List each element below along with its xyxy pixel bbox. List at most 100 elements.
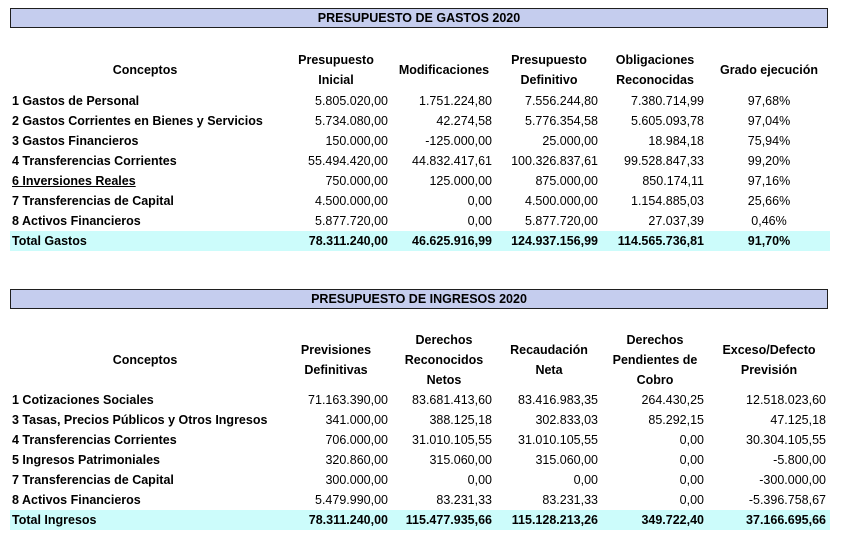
cell-exceso: 30.304.105,55 [746, 433, 826, 447]
row-concepto: 3 Tasas, Precios Públicos y Otros Ingres… [12, 413, 268, 427]
cell-inicial: 750.000,00 [325, 174, 388, 188]
row-concepto: 4 Transferencias Corrientes [12, 154, 177, 168]
cell-obligaciones: 1.154.885,03 [631, 194, 704, 208]
cell-recaudacion: 31.010.105,55 [518, 433, 598, 447]
header-exceso: Exceso/Defecto Previsión [722, 343, 816, 377]
cell-obligaciones: 27.037,39 [648, 214, 704, 228]
header-conceptos: Conceptos [112, 353, 178, 367]
row-concepto: 1 Cotizaciones Sociales [12, 393, 154, 407]
cell-definitivo: 5.877.720,00 [525, 214, 598, 228]
total-recaudacion: 115.128.213,26 [496, 510, 602, 530]
cell-modif: 125.000,00 [429, 174, 492, 188]
header-obligaciones: Obligaciones Reconocidas [615, 52, 695, 87]
header-recaudacion: Recaudación Neta [510, 343, 588, 377]
cell-exceso: -5.800,00 [773, 453, 826, 467]
cell-inicial: 5.877.720,00 [315, 214, 388, 228]
cell-pendientes: 0,00 [679, 473, 704, 487]
cell-recaudacion: 83.416.983,35 [518, 393, 598, 407]
table-row: 8 Activos Financieros 5.479.990,00 83.23… [10, 490, 830, 510]
row-concepto: 7 Transferencias de Capital [12, 473, 174, 487]
total-concepto: Total Gastos [10, 231, 280, 251]
header-previsiones: Previsiones Definitivas [300, 343, 372, 377]
cell-obligaciones: 7.380.714,99 [631, 94, 704, 108]
cell-pendientes: 85.292,15 [648, 413, 704, 427]
cell-previsiones: 300.000,00 [325, 473, 388, 487]
gastos-table: Conceptos Presupuesto Inicial Modificacio… [10, 48, 830, 251]
cell-recaudacion: 315.060,00 [535, 453, 598, 467]
cell-previsiones: 706.000,00 [325, 433, 388, 447]
cell-derechos: 31.010.105,55 [412, 433, 492, 447]
table-row: 4 Transferencias Corrientes 706.000,00 3… [10, 430, 830, 450]
cell-modif: 0,00 [467, 214, 492, 228]
gastos-title: PRESUPUESTO DE GASTOS 2020 [10, 8, 828, 28]
total-pendientes: 349.722,40 [602, 510, 708, 530]
cell-exceso: -5.396.758,67 [748, 493, 826, 507]
total-exceso: 37.166.695,66 [708, 510, 830, 530]
cell-definitivo: 7.556.244,80 [525, 94, 598, 108]
table-row: 8 Activos Financieros 5.877.720,00 0,00 … [10, 211, 830, 231]
row-concepto-link[interactable]: 6 Inversiones Reales [12, 174, 136, 188]
row-concepto: 7 Transferencias de Capital [12, 194, 174, 208]
total-inicial: 78.311.240,00 [280, 231, 392, 251]
cell-previsiones: 320.860,00 [325, 453, 388, 467]
cell-recaudacion: 0,00 [573, 473, 598, 487]
cell-derechos: 315.060,00 [429, 453, 492, 467]
row-concepto: 1 Gastos de Personal [12, 94, 140, 108]
cell-definitivo: 5.776.354,58 [525, 114, 598, 128]
cell-inicial: 150.000,00 [325, 134, 388, 148]
header-grado: Grado ejecución [720, 62, 818, 77]
cell-pendientes: 0,00 [679, 453, 704, 467]
cell-pendientes: 264.430,25 [641, 393, 704, 407]
cell-pendientes: 0,00 [679, 493, 704, 507]
total-obligaciones: 114.565.736,81 [602, 231, 708, 251]
header-presupuesto-inicial: Presupuesto Inicial [298, 52, 374, 87]
ingresos-table: Conceptos Previsiones Definitivas Derecho… [10, 330, 830, 530]
table-row: 2 Gastos Corrientes en Bienes y Servicio… [10, 111, 830, 131]
cell-inicial: 5.805.020,00 [315, 94, 388, 108]
cell-obligaciones: 5.605.093,78 [631, 114, 704, 128]
table-row: 7 Transferencias de Capital 300.000,00 0… [10, 470, 830, 490]
cell-inicial: 55.494.420,00 [308, 154, 388, 168]
header-pendientes: Derechos Pendientes de Cobro [612, 333, 698, 387]
cell-exceso: 12.518.023,60 [746, 393, 826, 407]
row-concepto: 8 Activos Financieros [12, 214, 141, 228]
cell-previsiones: 71.163.390,00 [308, 393, 388, 407]
cell-derechos: 388.125,18 [429, 413, 492, 427]
cell-modif: 0,00 [467, 194, 492, 208]
header-derechos: Derechos Reconocidos Netos [404, 333, 484, 387]
cell-grado: 97,68% [747, 94, 791, 108]
cell-inicial: 5.734.080,00 [315, 114, 388, 128]
cell-definitivo: 100.326.837,61 [511, 154, 598, 168]
table-row: 3 Tasas, Precios Públicos y Otros Ingres… [10, 410, 830, 430]
cell-definitivo: 25.000,00 [542, 134, 598, 148]
header-conceptos: Conceptos [112, 62, 178, 77]
table-row: 5 Ingresos Patrimoniales 320.860,00 315.… [10, 450, 830, 470]
cell-modif: 1.751.224,80 [419, 94, 492, 108]
cell-grado: 75,94% [747, 134, 791, 148]
table-row: 4 Transferencias Corrientes 55.494.420,0… [10, 151, 830, 171]
cell-grado: 25,66% [747, 194, 791, 208]
cell-recaudacion: 83.231,33 [542, 493, 598, 507]
cell-pendientes: 0,00 [679, 433, 704, 447]
header-modificaciones: Modificaciones [398, 62, 490, 77]
row-concepto: 2 Gastos Corrientes en Bienes y Servicio… [12, 114, 263, 128]
row-concepto: 4 Transferencias Corrientes [12, 433, 177, 447]
cell-derechos: 0,00 [467, 473, 492, 487]
cell-obligaciones: 99.528.847,33 [624, 154, 704, 168]
total-definitivo: 124.937.156,99 [496, 231, 602, 251]
cell-grado: 97,16% [747, 174, 791, 188]
cell-derechos: 83.231,33 [436, 493, 492, 507]
table-row: 1 Gastos de Personal 5.805.020,00 1.751.… [10, 91, 830, 111]
row-concepto: 3 Gastos Financieros [12, 134, 139, 148]
table-row: 6 Inversiones Reales 750.000,00 125.000,… [10, 171, 830, 191]
total-grado: 91,70% [708, 231, 830, 251]
total-row: Total Gastos 78.311.240,00 46.625.916,99… [10, 231, 830, 251]
cell-modif: -125.000,00 [425, 134, 492, 148]
cell-grado: 0,46% [751, 214, 787, 228]
row-concepto: 8 Activos Financieros [12, 493, 141, 507]
cell-previsiones: 341.000,00 [325, 413, 388, 427]
cell-grado: 97,04% [747, 114, 791, 128]
total-concepto: Total Ingresos [10, 510, 280, 530]
cell-obligaciones: 850.174,11 [642, 174, 704, 188]
cell-exceso: -300.000,00 [759, 473, 826, 487]
